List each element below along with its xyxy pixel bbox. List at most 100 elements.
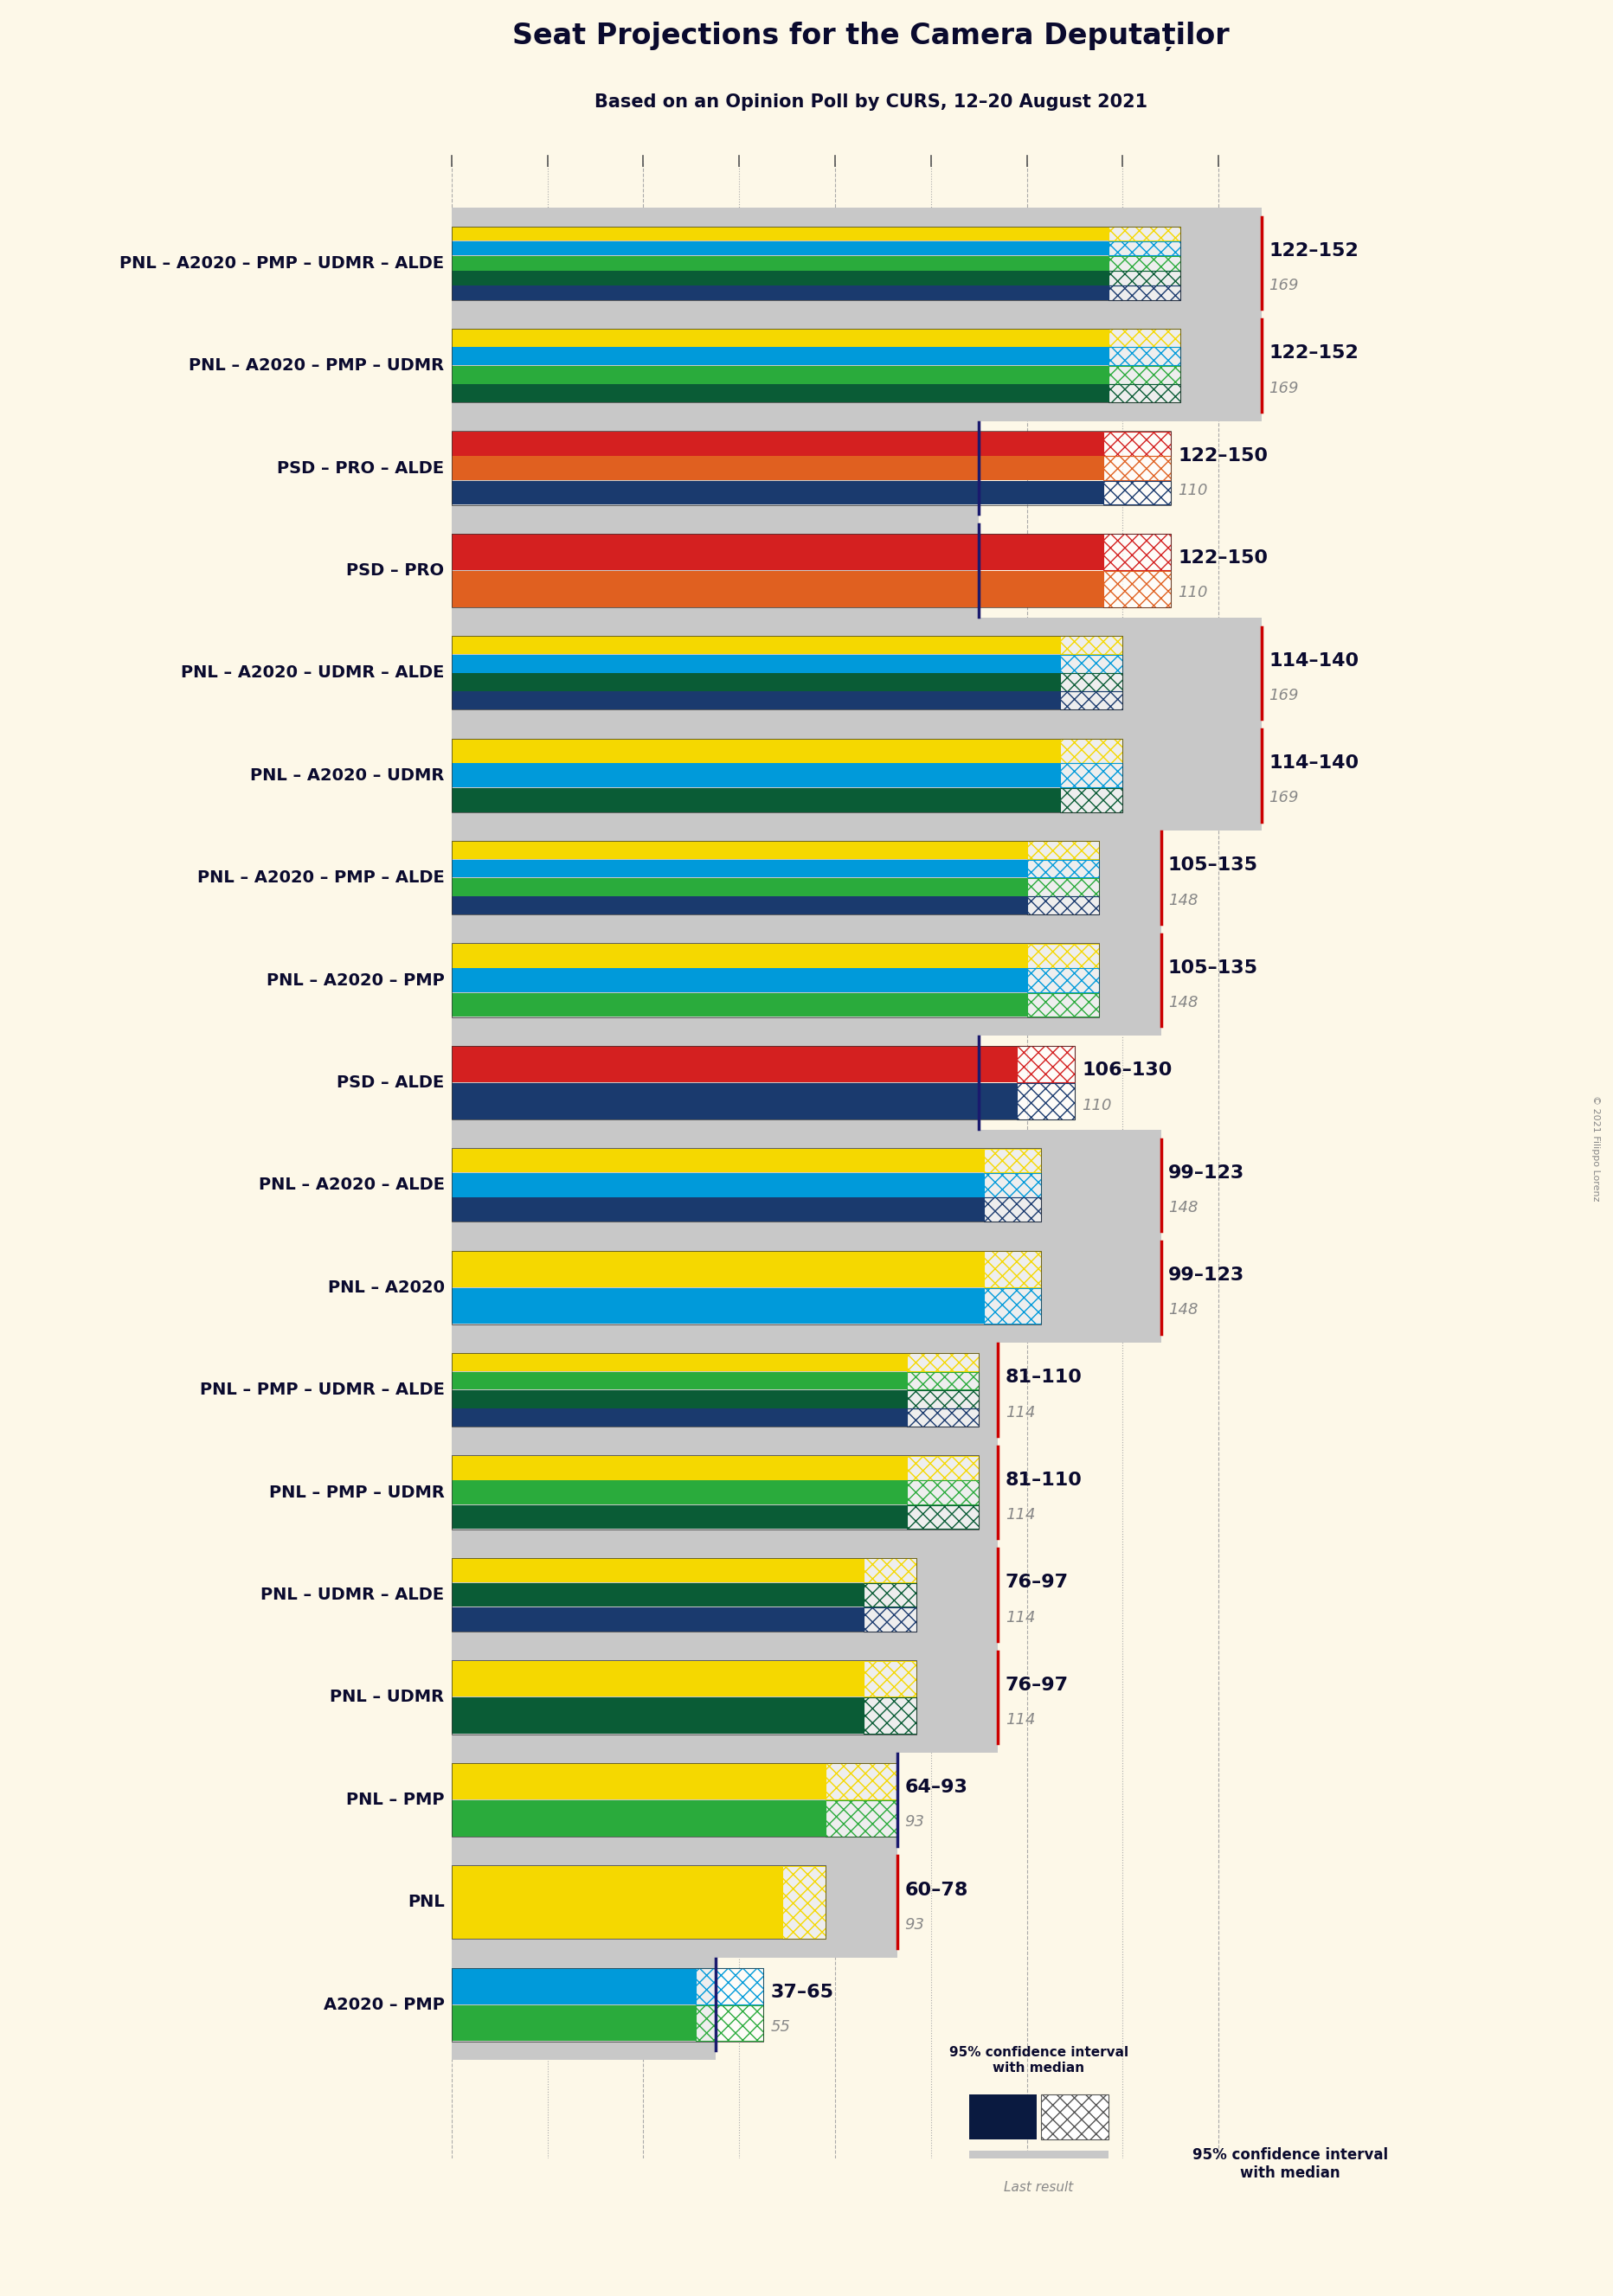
Bar — [452, 1867, 782, 1938]
Text: 95% confidence interval
with median: 95% confidence interval with median — [948, 2046, 1129, 2073]
Bar — [1108, 271, 1181, 285]
Bar — [969, 2094, 1037, 2140]
Bar — [452, 618, 1261, 728]
Text: Last result: Last result — [1003, 2181, 1074, 2193]
Bar — [984, 1251, 1040, 1288]
Bar — [452, 1481, 907, 1504]
Bar — [1018, 1084, 1074, 1118]
Bar — [452, 739, 1123, 813]
Bar — [1108, 365, 1181, 383]
Text: 99–123: 99–123 — [1168, 1164, 1245, 1182]
Bar — [452, 636, 1060, 654]
Bar — [865, 1607, 916, 1632]
Bar — [452, 1130, 1161, 1240]
Bar — [452, 1389, 907, 1407]
Bar — [452, 1407, 907, 1426]
Bar — [984, 1148, 1040, 1173]
Bar — [1108, 328, 1181, 347]
Text: PNL – PMP – UDMR: PNL – PMP – UDMR — [269, 1483, 445, 1502]
Bar — [452, 1026, 979, 1139]
Bar — [452, 480, 1103, 505]
Bar — [452, 533, 1171, 608]
Bar — [1027, 969, 1098, 992]
Text: 169: 169 — [1269, 689, 1298, 703]
Bar — [452, 673, 1060, 691]
Text: 110: 110 — [1177, 482, 1208, 498]
Bar — [452, 636, 1123, 709]
Bar — [452, 822, 1161, 932]
Bar — [452, 859, 1027, 877]
Text: PSD – PRO – ALDE: PSD – PRO – ALDE — [277, 459, 445, 475]
Bar — [1108, 227, 1181, 241]
Bar — [452, 1846, 897, 1958]
Bar — [907, 1389, 979, 1407]
Text: 76–97: 76–97 — [1005, 1573, 1068, 1591]
Bar — [452, 1047, 1018, 1081]
Text: 60–78: 60–78 — [905, 1880, 968, 1899]
Bar — [452, 762, 1060, 788]
Bar — [1027, 895, 1098, 914]
Bar — [452, 788, 1060, 813]
Bar — [984, 1173, 1040, 1196]
Text: 37–65: 37–65 — [771, 1984, 834, 2000]
Text: PNL – A2020: PNL – A2020 — [327, 1279, 445, 1295]
Bar — [826, 1763, 897, 1800]
Bar — [1060, 762, 1123, 788]
Bar — [865, 1582, 916, 1607]
Bar — [452, 925, 1161, 1035]
Bar — [452, 969, 1027, 992]
Bar — [1103, 480, 1171, 505]
Text: 114–140: 114–140 — [1269, 755, 1358, 771]
Bar — [452, 1251, 984, 1288]
Bar — [1027, 840, 1098, 859]
Bar — [907, 1371, 979, 1389]
Bar — [1018, 1047, 1074, 1081]
Text: Seat Projections for the Camera Deputaților: Seat Projections for the Camera Deputați… — [513, 21, 1229, 51]
Bar — [452, 840, 1098, 914]
Bar — [452, 1607, 865, 1632]
Bar — [697, 1968, 763, 2004]
Bar — [452, 310, 1261, 420]
Bar — [1060, 654, 1123, 673]
Bar — [452, 1456, 979, 1529]
Bar — [984, 1288, 1040, 1325]
Bar — [697, 2004, 763, 2041]
Text: 122–152: 122–152 — [1269, 344, 1358, 363]
Bar — [984, 1148, 1040, 1173]
Bar — [1060, 691, 1123, 709]
Text: 114: 114 — [1005, 1405, 1036, 1421]
Bar — [1108, 285, 1181, 301]
Text: 81–110: 81–110 — [1005, 1368, 1082, 1387]
Bar — [452, 457, 1103, 480]
Text: PNL – PMP – UDMR – ALDE: PNL – PMP – UDMR – ALDE — [200, 1382, 445, 1398]
Text: 110: 110 — [1082, 1097, 1111, 1114]
Bar — [1060, 788, 1123, 813]
Text: 122–152: 122–152 — [1269, 241, 1358, 259]
Text: PNL – A2020 – PMP – UDMR: PNL – A2020 – PMP – UDMR — [189, 358, 445, 374]
Text: PNL – A2020 – UDMR – ALDE: PNL – A2020 – UDMR – ALDE — [181, 664, 445, 682]
Text: PNL – A2020 – PMP – ALDE: PNL – A2020 – PMP – ALDE — [197, 870, 445, 886]
Text: PNL – A2020 – PMP – UDMR – ALDE: PNL – A2020 – PMP – UDMR – ALDE — [119, 255, 445, 271]
Text: 76–97: 76–97 — [1005, 1676, 1068, 1694]
Bar — [984, 1199, 1040, 1221]
Bar — [782, 1867, 826, 1938]
Text: 95% confidence interval
with median: 95% confidence interval with median — [1192, 2147, 1389, 2181]
Bar — [452, 1352, 979, 1426]
Bar — [452, 1334, 998, 1444]
Bar — [452, 1582, 865, 1607]
Bar — [452, 1148, 1040, 1221]
Bar — [865, 1660, 916, 1697]
Bar — [452, 1173, 984, 1196]
Bar — [907, 1504, 979, 1529]
Bar — [1060, 654, 1123, 673]
Bar — [1027, 877, 1098, 895]
Bar — [1027, 859, 1098, 877]
Bar — [697, 1968, 763, 2004]
Bar — [452, 1233, 1161, 1343]
Bar — [984, 1288, 1040, 1325]
Bar — [826, 1800, 897, 1837]
Bar — [907, 1481, 979, 1504]
Bar — [907, 1389, 979, 1407]
Bar — [452, 285, 1108, 301]
Bar — [1108, 383, 1181, 402]
